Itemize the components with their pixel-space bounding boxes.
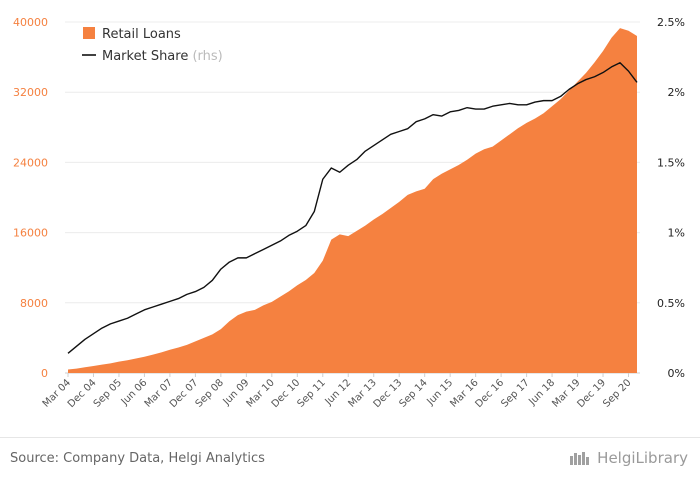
left-axis-tick-label: 24000 bbox=[13, 156, 48, 169]
retail-loans-area bbox=[68, 28, 637, 374]
market-share-polyline bbox=[67, 62, 638, 354]
right-axis-tick-label: 0.5% bbox=[657, 297, 685, 310]
brand-name: HelgiLibrary bbox=[597, 449, 688, 467]
x-axis-tick-label: Sep 17 bbox=[499, 377, 531, 409]
x-axis-tick-label: Sep 05 bbox=[92, 377, 124, 409]
right-axis: 0% 0.5% 1% 1.5% 2% 2.5% bbox=[657, 16, 685, 380]
left-axis: 0 8000 16000 24000 32000 40000 bbox=[13, 16, 48, 380]
brand-logo: HelgiLibrary bbox=[569, 449, 688, 467]
x-axis-tick-label: Sep 11 bbox=[296, 377, 328, 409]
left-axis-tick-label: 0 bbox=[41, 367, 48, 380]
x-axis-tick-label: Sep 20 bbox=[601, 377, 633, 409]
legend-label-market-share: Market Share (rhs) bbox=[102, 49, 223, 64]
legend-swatch-retail-loans bbox=[83, 27, 95, 39]
footer-divider bbox=[0, 437, 700, 438]
legend-suffix-rhs: (rhs) bbox=[192, 49, 222, 64]
left-axis-tick-label: 8000 bbox=[20, 297, 48, 310]
right-axis-tick-label: 1.5% bbox=[657, 156, 685, 169]
legend: Retail Loans Market Share (rhs) bbox=[82, 27, 223, 64]
left-axis-tick-label: 32000 bbox=[13, 86, 48, 99]
right-axis-tick-label: 2% bbox=[668, 86, 685, 99]
right-axis-tick-label: 2.5% bbox=[657, 16, 685, 29]
market-share-line bbox=[67, 62, 638, 354]
library-icon bbox=[570, 452, 590, 465]
retail-loans-area-path bbox=[68, 28, 637, 374]
source-note: Source: Company Data, Helgi Analytics bbox=[10, 451, 265, 466]
left-axis-tick-label: 16000 bbox=[13, 227, 48, 240]
right-axis-tick-label: 0% bbox=[668, 367, 685, 380]
left-axis-tick-label: 40000 bbox=[13, 16, 48, 29]
x-axis-tick-label: Sep 14 bbox=[397, 377, 429, 409]
legend-label-retail-loans: Retail Loans bbox=[102, 27, 181, 42]
right-axis-tick-label: 1% bbox=[668, 227, 685, 240]
x-axis-tick-label: Sep 08 bbox=[194, 377, 226, 409]
